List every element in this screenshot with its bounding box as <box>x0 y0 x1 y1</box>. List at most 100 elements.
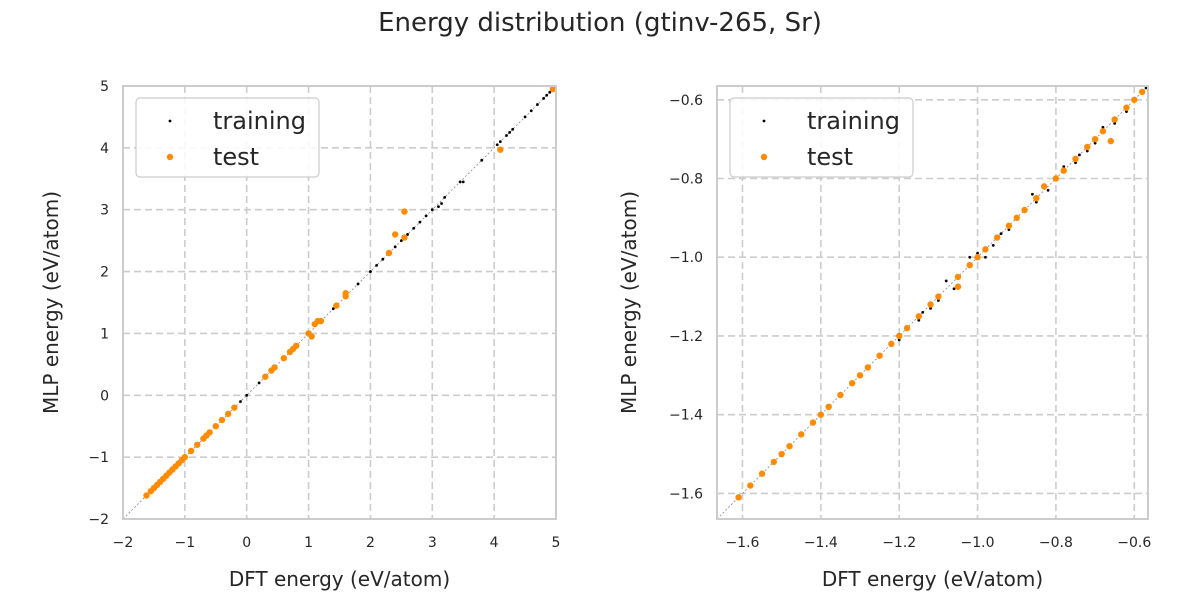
test-point <box>181 453 189 461</box>
test-point <box>896 332 903 340</box>
test-point <box>1040 183 1048 190</box>
test-point <box>864 364 872 371</box>
test-point <box>1131 96 1138 103</box>
training-point <box>1125 110 1128 113</box>
test-point <box>1052 175 1060 182</box>
training-point <box>944 279 948 283</box>
y-tick-label: −1.6 <box>669 486 703 502</box>
test-point <box>786 442 793 450</box>
training-point <box>375 263 379 267</box>
test-point <box>825 403 832 411</box>
test-point <box>935 293 942 300</box>
training-point <box>1046 188 1050 192</box>
axes-frame <box>122 85 557 520</box>
training-point <box>1113 122 1117 125</box>
legend-label-test: test <box>807 143 853 171</box>
training-point <box>356 282 360 286</box>
test-point <box>856 372 864 379</box>
training-point <box>245 393 249 397</box>
test-point <box>1033 194 1040 202</box>
training-point <box>437 205 440 209</box>
y-tick-label: −1.2 <box>669 329 703 345</box>
training-point <box>991 244 995 247</box>
chart-panel-2: −1.6 −1.4 −1.2 −1.0 −0.8 −0.6 −1.6 −1.4 −1.2 −1.0… <box>617 85 1151 591</box>
x-tick-label: −1.4 <box>804 535 838 551</box>
test-point <box>293 342 300 349</box>
training-point <box>406 233 409 236</box>
x-axis-label: DFT energy (eV/atom) <box>229 567 450 591</box>
test-point <box>231 404 238 411</box>
training-point <box>1144 86 1148 90</box>
y-tick-label: 5 <box>100 79 109 95</box>
training-point <box>897 338 901 342</box>
test-point <box>837 391 844 399</box>
chart-panel-1: −2 −1 0 1 2 3 4 5 −2 −1 0 1 2 3 4 5 DFT energy (eV/atom)… <box>39 79 560 591</box>
training-point <box>1078 153 1081 157</box>
test-point <box>391 231 399 238</box>
x-tick-label: −0.8 <box>1039 535 1073 551</box>
x-tick-label: 0 <box>242 535 251 551</box>
test-point <box>342 290 349 297</box>
training-point <box>936 299 940 302</box>
test-point <box>549 85 557 93</box>
training-point <box>424 214 428 218</box>
test-point <box>876 352 883 359</box>
training-point <box>999 232 1003 236</box>
test-point <box>903 324 911 332</box>
y-tick-label: −1.4 <box>669 408 703 424</box>
test-point <box>1138 88 1146 96</box>
training-point <box>968 255 972 259</box>
training-point <box>381 257 385 261</box>
training-point <box>393 245 397 249</box>
test-point <box>218 416 226 424</box>
legend-marker-training <box>762 119 766 123</box>
test-point <box>1060 167 1067 174</box>
training-point <box>511 127 515 131</box>
test-point <box>1107 137 1114 145</box>
test-point <box>1084 143 1091 151</box>
legend-marker-test <box>760 153 768 161</box>
training-point <box>1007 228 1011 232</box>
x-tick-label: 1 <box>304 535 313 551</box>
training-point <box>257 381 261 385</box>
legend-label-test: test <box>213 143 259 171</box>
test-point <box>735 494 742 501</box>
test-point <box>401 208 408 215</box>
x-tick-label: 4 <box>490 535 499 551</box>
training-point <box>984 255 987 259</box>
training-point <box>548 90 552 94</box>
legend-label-training: training <box>807 107 900 135</box>
training-point <box>399 239 403 243</box>
y-axis-label: MLP energy (eV/atom) <box>39 191 63 414</box>
test-point <box>212 423 219 430</box>
legend-label-training: training <box>213 107 306 135</box>
training-point <box>239 400 242 403</box>
test-point <box>1111 116 1118 123</box>
test-point <box>1072 155 1079 163</box>
training-point <box>498 140 502 144</box>
x-tick-label: −0.6 <box>1117 535 1151 551</box>
y-tick-label: −1.0 <box>669 250 703 266</box>
training-point <box>443 195 447 199</box>
y-tick-label: −0.8 <box>669 172 703 188</box>
training-point <box>331 307 335 311</box>
training-point <box>921 310 925 314</box>
training-point <box>369 270 372 273</box>
training-point <box>495 143 499 147</box>
test-point <box>1013 214 1020 222</box>
y-tick-label: −2 <box>88 512 109 528</box>
test-point <box>1021 206 1028 214</box>
test-point <box>993 234 1001 241</box>
x-tick-label: 2 <box>366 535 375 551</box>
test-point <box>758 470 766 477</box>
training-point <box>523 115 527 119</box>
test-point <box>747 482 754 489</box>
test-point <box>280 354 288 362</box>
test-point <box>927 301 934 308</box>
test-point <box>954 273 962 281</box>
training-point <box>1093 141 1097 145</box>
test-point <box>982 246 989 253</box>
y-tick-label: −1 <box>88 450 109 466</box>
training-point <box>461 180 465 184</box>
test-point <box>497 146 504 153</box>
